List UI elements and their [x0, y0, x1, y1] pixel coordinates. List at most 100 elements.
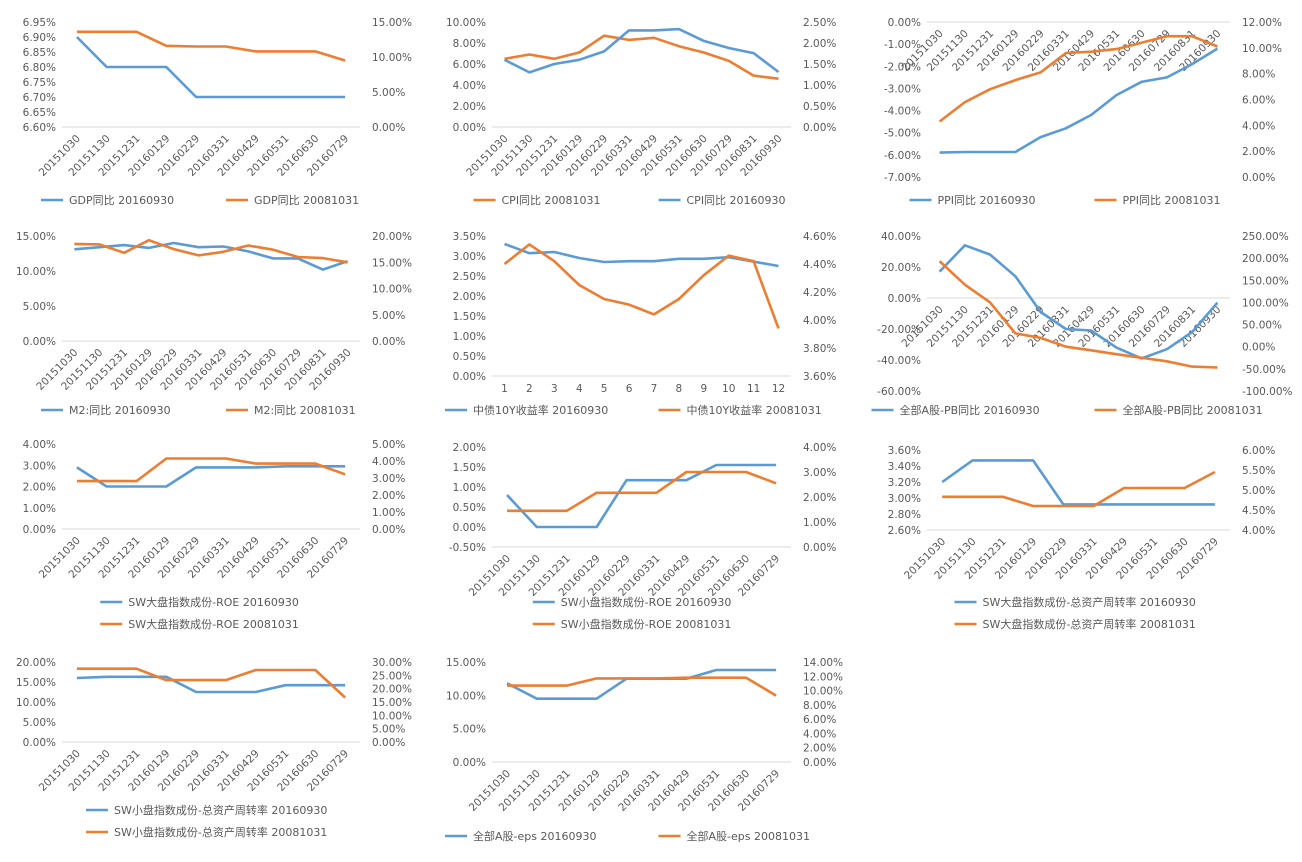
right-tick-label: 2.00%	[803, 743, 836, 755]
right-tick-label: 20.00%	[372, 684, 412, 696]
right-tick-label: 2.00%	[372, 490, 405, 502]
left-tick-label: 1.00%	[453, 331, 486, 343]
chart-svg: 2.60% 2.80% 3.00% 3.20% 3.40% 3.60% 4.00% 4.50%…	[888, 445, 1276, 631]
right-tick-label: 5.00%	[1242, 485, 1275, 497]
chart-svg: 0.00% 5.00% 10.00% 15.00% 0.00% 5.00% 10.00% 15…	[16, 231, 412, 417]
right-tick-label: 4.00%	[803, 315, 836, 327]
right-tick-label: 4.00%	[803, 442, 836, 454]
right-tick-label: 1.00%	[372, 507, 405, 519]
legend-label: SW小盘指数成份-ROE 20160930	[561, 595, 732, 609]
right-tick-label: 6.00%	[1242, 445, 1275, 457]
right-tick-label: 14.00%	[803, 657, 843, 669]
right-tick-label: 2.00%	[1242, 146, 1275, 158]
series-line	[74, 238, 348, 264]
left-tick-label: 6.60%	[23, 122, 56, 134]
right-tick-label: 5.50%	[1242, 465, 1275, 477]
right-tick-label: 0.00%	[1242, 172, 1275, 184]
left-tick-label: -0.50%	[449, 542, 486, 554]
legend-label: SW大盘指数成份-总资产周转率 20081031	[983, 617, 1196, 631]
right-tick-label: 2.50%	[803, 17, 836, 29]
series-line	[506, 463, 777, 529]
right-tick-label: 4.00%	[1242, 120, 1275, 132]
left-tick-label: 0.00%	[453, 122, 486, 134]
right-tick-label: 0.00%	[803, 757, 836, 769]
right-tick-label: 10.00%	[1242, 43, 1282, 55]
chart-panel-7: 0.00% 1.00% 2.00% 3.00% 4.00% 0.00% 1.00% 2.00%…	[0, 432, 430, 650]
left-tick-label: 10.00%	[446, 690, 486, 702]
legend-label: GDP同比 20081031	[254, 194, 359, 207]
right-tick-label: 3.80%	[803, 343, 836, 355]
right-tick-label: 5.00%	[372, 724, 405, 736]
left-tick-label: 1.00%	[23, 503, 56, 515]
left-tick-label: 20.00%	[16, 657, 56, 669]
right-tick-label: 1.50%	[803, 59, 836, 71]
series-line	[941, 459, 1215, 506]
chart-svg: -7.00% -6.00% -5.00% -4.00% -3.00% -2.00% -1.0…	[884, 17, 1282, 207]
right-tick-label: 15.00%	[372, 17, 412, 29]
x-tick-label: 7	[651, 383, 658, 395]
right-tick-label: 0.00%	[372, 737, 405, 749]
right-tick-label: -100.00%	[1242, 386, 1293, 398]
legend-label: SW小盘指数成份-总资产周转率 20160930	[114, 803, 327, 817]
chart-svg: 0.00%5.00%10.00%15.00%20.00%0.00%5.00%10…	[16, 657, 412, 839]
right-tick-label: 200.00%	[1242, 253, 1289, 265]
chart-svg: 0.00% 2.00% 4.00% 6.00% 8.00% 10.00% 0.00% 0.50…	[446, 17, 836, 207]
x-tick-label: 10	[722, 383, 735, 395]
right-tick-label: 0.00%	[803, 542, 836, 554]
series-line	[507, 676, 777, 697]
left-tick-label: 40.00%	[881, 231, 921, 243]
series-line	[938, 34, 1218, 123]
left-tick-label: 6.90%	[23, 32, 56, 44]
series-line	[504, 242, 779, 268]
right-tick-label: 5.00%	[372, 310, 405, 322]
legend-label: SW大盘指数成份-ROE 20081031	[128, 617, 299, 631]
series-line	[76, 30, 346, 62]
left-tick-label: 0.00%	[453, 522, 486, 534]
left-tick-label: -7.00%	[884, 172, 921, 184]
x-tick-label: 8	[676, 383, 683, 395]
right-tick-label: 10.00%	[372, 52, 412, 64]
left-tick-label: 20.00%	[881, 262, 921, 274]
chart-panel-11: 0.00% 5.00% 10.00% 15.00% 0.00% 2.00% 4.00% 6.0…	[430, 650, 865, 858]
left-tick-label: 3.40%	[888, 461, 921, 473]
left-tick-label: 3.00%	[888, 493, 921, 505]
right-tick-label: 5.00%	[372, 439, 405, 451]
left-tick-label: 0.00%	[23, 524, 56, 536]
series-line	[76, 667, 346, 699]
right-tick-label: 3.00%	[372, 473, 405, 485]
right-tick-label: 4.20%	[803, 287, 836, 299]
right-tick-label: 250.00%	[1242, 231, 1289, 243]
right-tick-label: 4.60%	[803, 231, 836, 243]
right-tick-label: 8.00%	[1242, 69, 1275, 81]
legend-label: SW小盘指数成份-ROE 20081031	[561, 617, 732, 631]
right-tick-label: 4.00%	[1242, 525, 1275, 537]
left-tick-label: 2.80%	[888, 509, 921, 521]
right-tick-label: 150.00%	[1242, 275, 1289, 287]
left-tick-label: 1.50%	[453, 311, 486, 323]
left-tick-label: 3.00%	[453, 251, 486, 263]
legend-label: CPI同比 20081031	[502, 194, 601, 207]
legend-label: GDP同比 20160930	[69, 194, 174, 207]
right-tick-label: 4.00%	[803, 728, 836, 740]
left-tick-label: -2.00%	[884, 61, 921, 73]
left-tick-label: 1.00%	[453, 482, 486, 494]
right-tick-label: 12.00%	[1242, 17, 1282, 29]
chart-svg: -60.00% -40.00% -20.00% 0.00% 20.00% 40.00% -1…	[871, 231, 1293, 417]
series-line	[76, 675, 346, 694]
right-tick-label: 15.00%	[372, 257, 412, 269]
left-tick-label: 15.00%	[16, 677, 56, 689]
right-tick-label: 25.00%	[372, 670, 412, 682]
series-line	[507, 470, 777, 513]
left-tick-label: 2.00%	[453, 291, 486, 303]
legend-label: PPI同比 20081031	[1123, 194, 1221, 207]
right-tick-label: 0.00%	[372, 524, 405, 536]
right-tick-label: 0.00%	[1242, 342, 1275, 354]
left-tick-label: 3.60%	[888, 445, 921, 457]
series-line	[939, 47, 1219, 154]
x-tick-label: 3	[551, 383, 558, 395]
chart-svg: 0.00% 1.00% 2.00% 3.00% 4.00% 0.00% 1.00% 2.00%…	[23, 439, 406, 631]
right-tick-label: 1.00%	[803, 80, 836, 92]
left-tick-label: 0.00%	[453, 371, 486, 383]
x-tick-label: 12	[772, 383, 785, 395]
left-tick-label: 0.00%	[23, 336, 56, 348]
